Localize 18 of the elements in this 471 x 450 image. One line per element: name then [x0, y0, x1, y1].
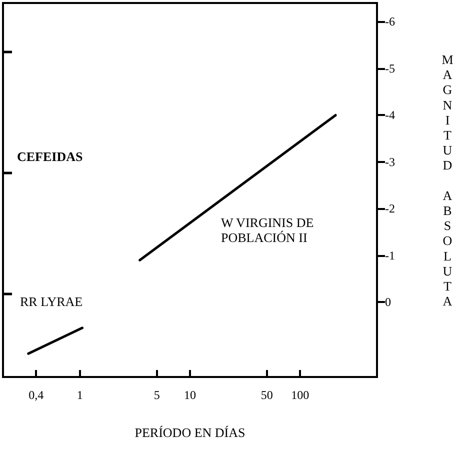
annotation: CEFEIDAS [17, 149, 83, 164]
x-tick-label: 0,4 [28, 388, 44, 402]
x-tick-label: 10 [184, 388, 196, 402]
x-tick-label: 100 [291, 388, 310, 402]
x-axis-title: PERÍODO EN DÍAS [134, 425, 246, 440]
y-tick-label: -6 [385, 14, 395, 29]
y-tick-label: -1 [385, 248, 395, 262]
y-tick-label: -2 [385, 202, 395, 216]
x-tick-label: 5 [154, 388, 160, 402]
y-tick-label: -3 [385, 154, 395, 169]
legend-label: RR LYRAE [20, 294, 83, 309]
y-tick-label: 0 [385, 295, 391, 310]
series-label: W VIRGINIS DE POBLACIÓN II [221, 215, 317, 245]
x-tick-label: 1 [76, 388, 83, 402]
y-tick-label: -5 [385, 61, 395, 76]
y-tick-label: -4 [385, 108, 395, 122]
x-tick-label: 50 [260, 388, 273, 402]
y-axis-title: MAGNITUD ABSOLUTA [440, 52, 455, 309]
